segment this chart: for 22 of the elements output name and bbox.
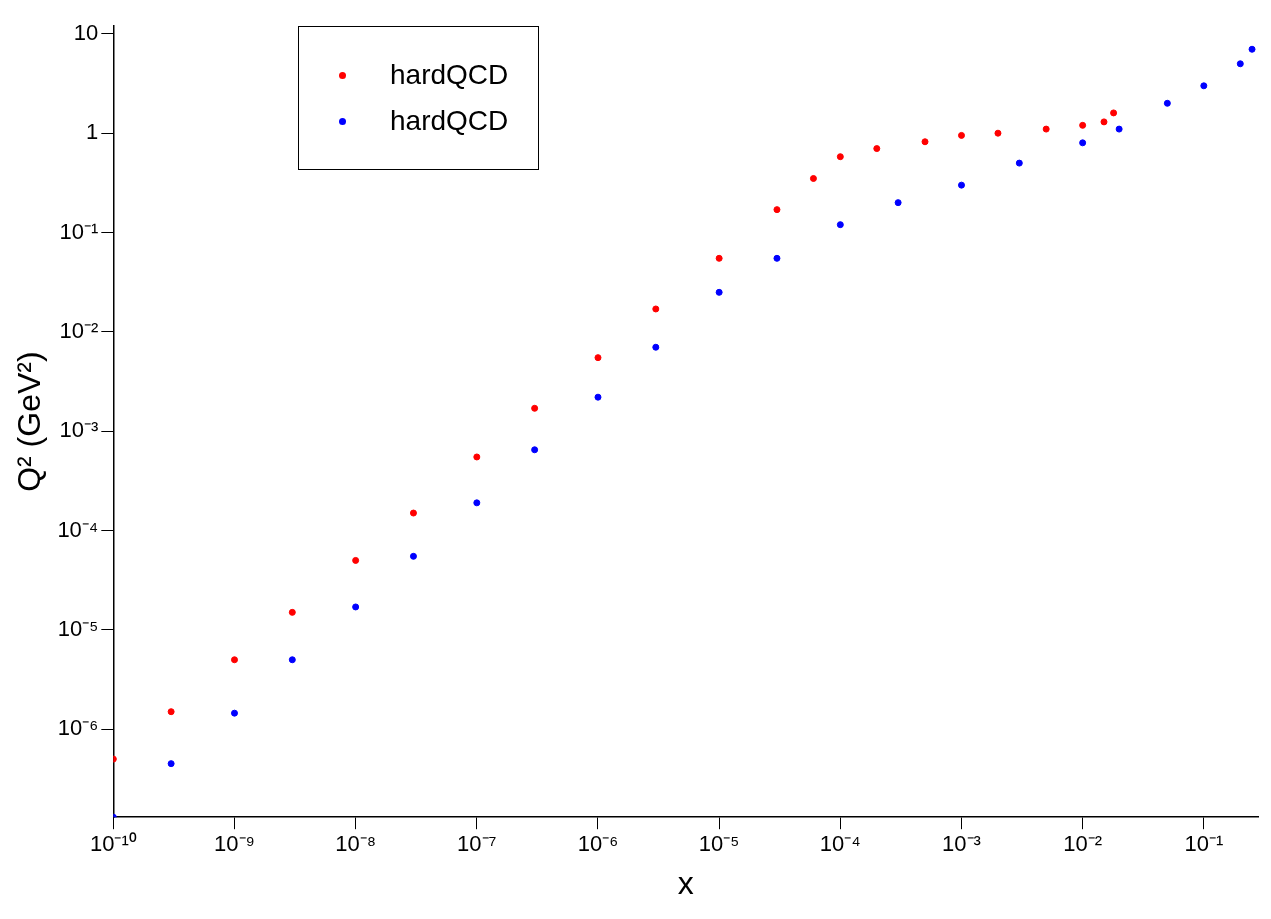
y-tick-label: 10⁻³: [59, 417, 99, 443]
y-tick-label: 10⁻⁵: [57, 615, 99, 641]
legend-label: hardQCD: [390, 105, 509, 137]
y-axis-title: Q² (GeV²): [11, 351, 48, 492]
x-tick-label: 10⁻⁷: [457, 831, 497, 857]
x-tick-label: 10⁻¹⁰: [89, 831, 137, 857]
y-tick-label: 10⁻⁴: [57, 516, 99, 542]
x-tick-label: 10⁻¹: [1184, 831, 1224, 857]
x-axis-title: x: [677, 864, 694, 901]
legend-label: hardQCD: [390, 59, 509, 91]
y-tick-label: 10: [73, 19, 99, 45]
x-tick-label: 10⁻²: [1063, 831, 1103, 857]
y-tick-label: 1: [86, 119, 99, 145]
y-tick-label: 10⁻²: [59, 317, 99, 343]
x-tick-label: 10⁻³: [942, 831, 981, 857]
x-tick-label: 10⁻⁵: [698, 831, 740, 857]
x-tick-label: 10⁻⁸: [335, 831, 377, 857]
y-tick-label: 10⁻¹: [59, 218, 99, 244]
x-tick-label: 10⁻⁹: [214, 831, 255, 857]
x-tick-label: 10⁻⁶: [577, 831, 619, 857]
y-tick-label: 10⁻⁶: [57, 715, 99, 741]
x-tick-label: 10⁻⁴: [819, 831, 861, 857]
